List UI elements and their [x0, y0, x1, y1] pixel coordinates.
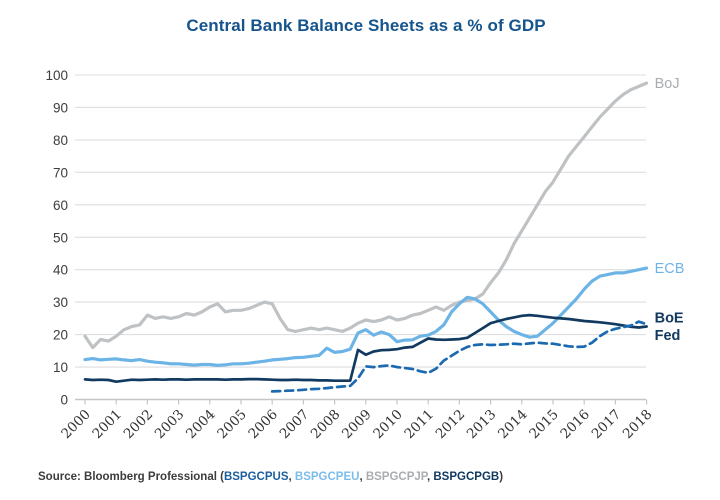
- series-line-boe: [83, 313, 648, 384]
- series-line-boj: [83, 81, 649, 350]
- series-line-fed: [270, 320, 648, 393]
- y-tick-label: 80: [53, 133, 68, 148]
- series-label-boj: BoJ: [655, 76, 680, 92]
- x-tick-label: 2017: [589, 407, 625, 443]
- y-tick-label: 70: [53, 165, 68, 180]
- x-tick-label: 2016: [557, 407, 593, 443]
- source-line: Source: Bloomberg Professional (BSPGCPUS…: [38, 471, 503, 483]
- x-tick-label: 2009: [339, 407, 375, 443]
- series-label-boe: BoE: [655, 311, 684, 327]
- source-segment: ,: [359, 471, 366, 483]
- x-tick-label: 2011: [401, 407, 437, 443]
- x-tick-label: 2001: [89, 407, 125, 443]
- x-tick-label: 2014: [495, 407, 531, 443]
- y-tick-label: 0: [60, 393, 68, 408]
- source-segment: ,: [426, 471, 434, 483]
- y-tick-label: 90: [53, 100, 68, 115]
- x-tick-label: 2008: [308, 407, 344, 443]
- y-tick-label: 10: [53, 360, 68, 375]
- chart-canvas: 0102030405060708090100200020012002200320…: [45, 68, 685, 443]
- y-tick-label: 50: [53, 230, 68, 245]
- y-tick-label: 60: [53, 198, 68, 213]
- x-tick-label: 2012: [433, 407, 469, 443]
- series-label-ecb: ECB: [655, 261, 685, 277]
- x-tick-label: 2006: [245, 407, 281, 443]
- source-segment: BSPGCPEU: [294, 471, 360, 483]
- x-tick-label: 2007: [277, 407, 313, 443]
- y-tick-label: 30: [53, 295, 68, 310]
- source-segment: ): [499, 471, 504, 483]
- x-tick-label: 2002: [121, 407, 157, 443]
- series-line-ecb: [83, 266, 649, 367]
- x-tick-label: 2018: [620, 407, 656, 443]
- x-tick-label: 2003: [152, 407, 188, 443]
- series-label-fed: Fed: [655, 328, 681, 344]
- x-tick-label: 2005: [214, 407, 250, 443]
- y-tick-label: 20: [53, 328, 68, 343]
- source-segment: Source: Bloomberg Professional (: [38, 471, 224, 483]
- x-tick-label: 2010: [370, 407, 406, 443]
- chart-title: Central Bank Balance Sheets as a % of GD…: [186, 16, 546, 35]
- x-tick-label: 2004: [183, 407, 219, 443]
- x-tick-label: 2013: [464, 407, 500, 443]
- y-tick-label: 100: [45, 68, 68, 83]
- source-segment: BSPGCPJP: [365, 471, 427, 483]
- x-tick-label: 2015: [526, 407, 562, 443]
- x-tick-label: 2000: [58, 407, 94, 443]
- y-tick-label: 40: [53, 263, 68, 278]
- source-segment: ,: [288, 471, 295, 483]
- source-segment: BSPGCPUS: [223, 471, 289, 483]
- source-segment: BSPGCPGB: [433, 471, 500, 483]
